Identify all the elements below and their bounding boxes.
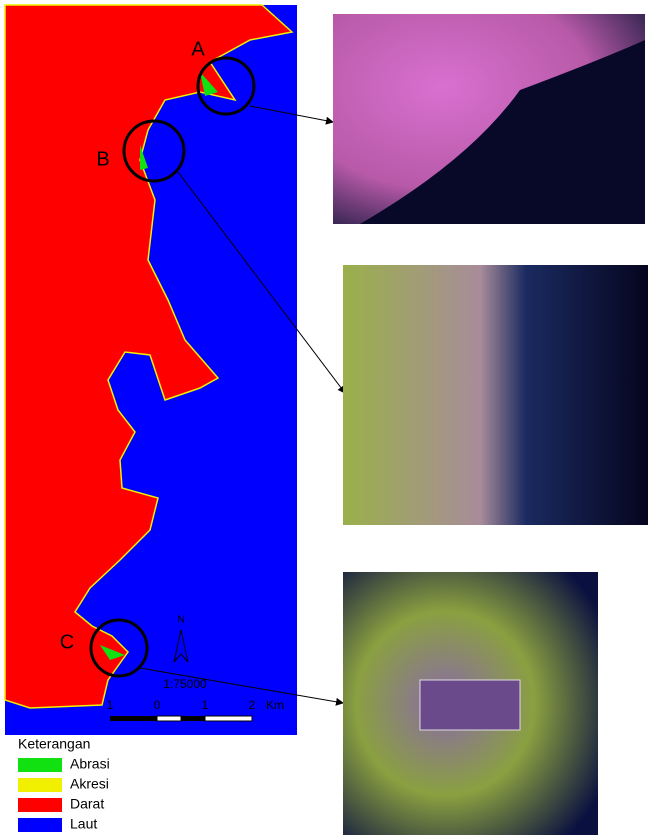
figure: A B C N 1:75000 1 0 1 2 Km Keterangan Abras… (0, 0, 650, 835)
scale-ratio: 1:75000 (163, 677, 207, 691)
scale-tick-label: 1 (107, 698, 114, 712)
page: A B C N 1:75000 1 0 1 2 Km Keterangan Abras… (0, 0, 650, 835)
legend-title: Keterangan (18, 736, 90, 752)
legend-label: Akresi (70, 776, 109, 792)
legend-label: Laut (70, 816, 97, 832)
legend-swatch (18, 778, 62, 792)
legend-label: Darat (70, 796, 104, 812)
scale-tick-label: 0 (154, 698, 161, 712)
scale-bar (110, 716, 252, 721)
legend-swatch (18, 758, 62, 772)
label-c: C (60, 631, 74, 653)
scale-tick-label: 1 (202, 698, 209, 712)
scale-tick-label: 2 (249, 698, 256, 712)
legend-swatch (18, 818, 62, 832)
north-label: N (177, 615, 184, 626)
scale-unit: Km (266, 698, 284, 712)
inset-c-ponds (420, 680, 520, 730)
label-b: B (96, 148, 109, 170)
satellite-image-b (343, 265, 648, 525)
label-a: A (191, 38, 205, 60)
legend-label: Abrasi (70, 756, 110, 772)
legend-swatch (18, 798, 62, 812)
